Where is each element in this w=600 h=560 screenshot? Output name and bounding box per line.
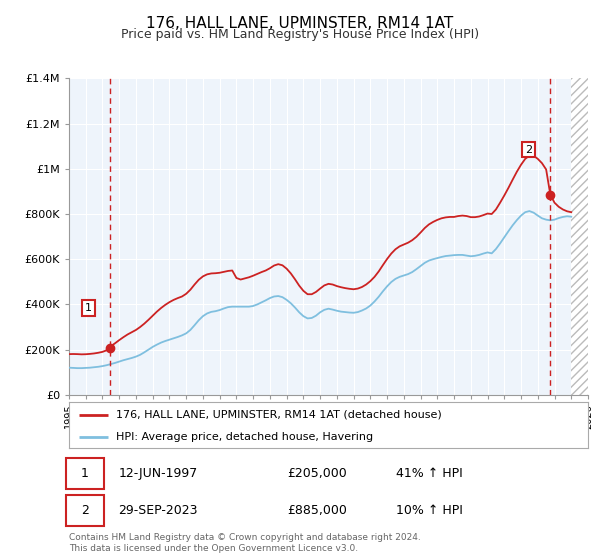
Text: 29-SEP-2023: 29-SEP-2023 [118, 503, 198, 517]
Text: 2: 2 [81, 503, 89, 517]
Text: Contains HM Land Registry data © Crown copyright and database right 2024.
This d: Contains HM Land Registry data © Crown c… [69, 533, 421, 553]
Text: 176, HALL LANE, UPMINSTER, RM14 1AT (detached house): 176, HALL LANE, UPMINSTER, RM14 1AT (det… [116, 410, 442, 420]
Text: 12-JUN-1997: 12-JUN-1997 [118, 467, 197, 480]
Bar [571, 78, 588, 395]
Text: 1: 1 [81, 467, 89, 480]
Text: £885,000: £885,000 [287, 503, 347, 517]
Text: 1: 1 [85, 303, 92, 313]
Text: 41% ↑ HPI: 41% ↑ HPI [396, 467, 463, 480]
FancyBboxPatch shape [67, 458, 104, 489]
Text: £205,000: £205,000 [287, 467, 347, 480]
FancyBboxPatch shape [67, 494, 104, 526]
Text: 10% ↑ HPI: 10% ↑ HPI [396, 503, 463, 517]
Text: Price paid vs. HM Land Registry's House Price Index (HPI): Price paid vs. HM Land Registry's House … [121, 28, 479, 41]
Text: 2: 2 [525, 144, 532, 155]
Text: 176, HALL LANE, UPMINSTER, RM14 1AT: 176, HALL LANE, UPMINSTER, RM14 1AT [146, 16, 454, 31]
Text: HPI: Average price, detached house, Havering: HPI: Average price, detached house, Have… [116, 432, 373, 441]
